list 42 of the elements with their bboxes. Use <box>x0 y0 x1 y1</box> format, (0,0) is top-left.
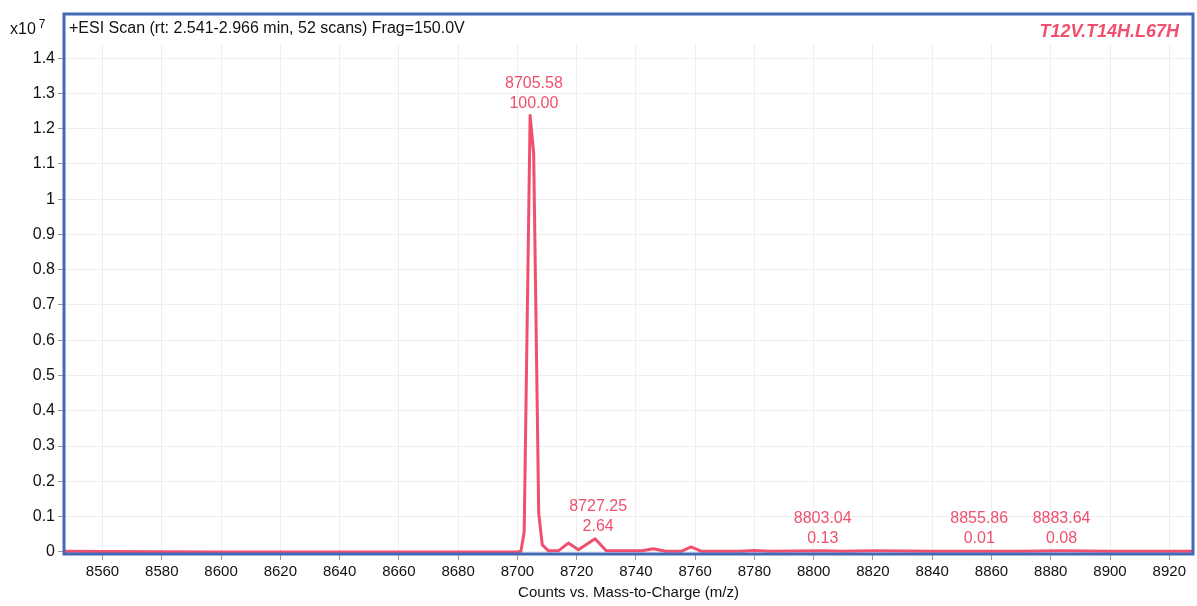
y-tick-label: 0.2 <box>32 471 56 489</box>
x-tick-label: 8640 <box>322 562 357 580</box>
y-tick-label: 1.1 <box>32 154 56 172</box>
x-tick-label: 8900 <box>1093 562 1127 580</box>
x-tick-label: 8740 <box>619 562 653 580</box>
x-tick-label: 8720 <box>559 562 594 580</box>
x-tick-label: 8760 <box>678 562 712 580</box>
y-tick-label: 0 <box>46 542 56 560</box>
x-tick-label: 8840 <box>915 562 949 580</box>
x-tick-label: 8660 <box>382 562 416 580</box>
y-tick-label: 0.8 <box>32 260 56 278</box>
y-tick-label: 0.3 <box>32 436 56 454</box>
annotation: 8855.86 0.01 <box>950 509 1009 547</box>
x-tick-label: 8600 <box>204 562 238 580</box>
x-axis-title: Counts vs. Mass-to-Charge (m/z) <box>518 583 739 601</box>
chart-subtitle: T12V.T14H.L67H <box>1039 21 1180 41</box>
y-tick-label: 1.3 <box>32 83 56 101</box>
x-tick-label: 8800 <box>797 562 831 580</box>
y-tick-label: 0.7 <box>32 295 56 313</box>
annotation: 8803.04 0.13 <box>793 508 852 546</box>
y-tick-label: 0.1 <box>32 507 56 525</box>
x-tick-label: 8560 <box>85 562 120 580</box>
annotation: 8727.25 2.64 <box>569 496 628 534</box>
y-tick-label: 1.2 <box>32 119 56 137</box>
x-tick-label: 8920 <box>1152 562 1186 580</box>
y-tick-label: 0.4 <box>32 401 56 419</box>
y-tick-label: 1 <box>46 189 56 207</box>
annotation: 8883.64 0.08 <box>1032 508 1091 546</box>
chart-title: +ESI Scan (rt: 2.541-2.966 min, 52 scans) Frag=150.0V <box>69 19 466 36</box>
y-tick-label: 1.4 <box>32 48 56 66</box>
y-tick-label: 0.6 <box>32 330 56 348</box>
x-tick-label: 8860 <box>974 562 1009 580</box>
x-tick-label: 8700 <box>500 562 535 580</box>
x-tick-label: 8780 <box>737 562 772 580</box>
y-tick-label: 0.9 <box>32 224 56 242</box>
annotation: 8705.58 100.00 <box>504 73 563 111</box>
x-tick-label: 8680 <box>441 562 475 580</box>
x-tick-label: 8880 <box>1034 562 1068 580</box>
x-tick-label: 8620 <box>263 562 298 580</box>
y-tick-label: 0.5 <box>32 365 56 383</box>
x-tick-label: 8580 <box>145 562 179 580</box>
x-tick-label: 8820 <box>856 562 890 580</box>
